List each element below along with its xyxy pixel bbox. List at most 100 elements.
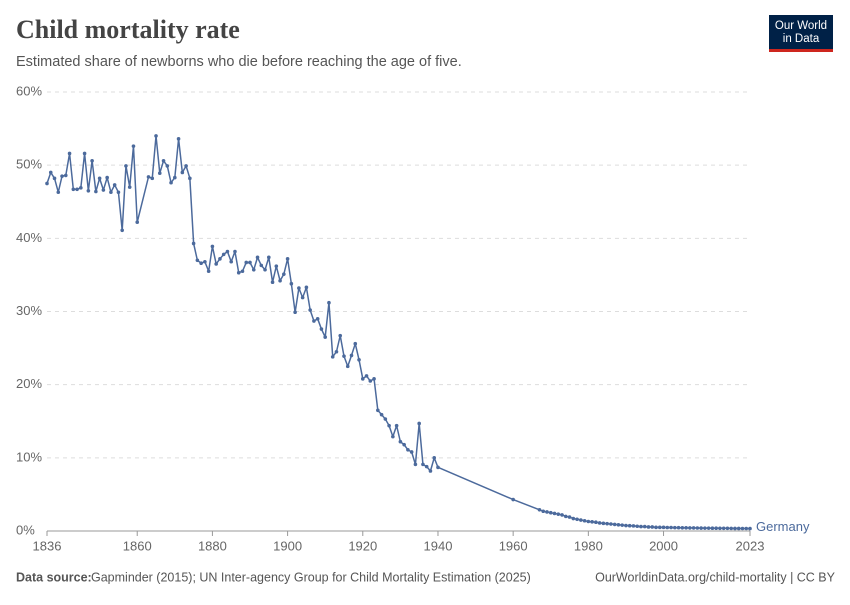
series-label: Germany	[756, 519, 810, 534]
source-label: Data source:	[16, 570, 92, 584]
data-point	[300, 295, 305, 300]
data-point	[285, 257, 290, 261]
data-point	[297, 286, 301, 290]
data-point	[733, 526, 737, 531]
data-point	[150, 176, 155, 181]
data-point	[82, 151, 87, 156]
x-tick-label: 1880	[198, 538, 227, 553]
data-point	[360, 377, 365, 381]
data-point	[236, 270, 241, 275]
chart-subtitle: Estimated share of newborns who die befo…	[16, 54, 462, 70]
data-point	[364, 374, 369, 378]
data-point	[274, 264, 279, 268]
data-point	[545, 510, 549, 514]
data-point	[67, 151, 72, 156]
data-point	[199, 261, 203, 266]
data-point	[699, 526, 703, 530]
data-point	[646, 525, 651, 529]
data-point	[680, 525, 685, 530]
data-point	[338, 333, 343, 338]
y-tick-label: 40%	[16, 230, 42, 245]
data-point	[748, 526, 752, 531]
data-point	[165, 164, 170, 168]
data-point	[191, 241, 196, 246]
data-point	[75, 187, 79, 192]
data-point	[541, 509, 546, 514]
data-point	[740, 526, 745, 531]
y-tick-label: 0%	[16, 522, 35, 537]
data-point	[511, 497, 515, 502]
data-point	[714, 526, 718, 531]
data-point	[319, 327, 324, 331]
data-point	[413, 462, 418, 467]
x-tick-label: 1940	[424, 538, 453, 553]
data-point	[330, 355, 335, 359]
logo[interactable]: Our World in Data	[769, 15, 833, 52]
data-point	[233, 249, 237, 254]
data-point	[251, 267, 256, 272]
data-point	[161, 158, 166, 163]
data-point	[157, 171, 162, 176]
data-point	[289, 281, 294, 286]
logo-text: Our World	[775, 20, 827, 32]
data-point	[428, 469, 433, 473]
data-point	[63, 173, 68, 178]
data-point	[695, 526, 700, 530]
data-point	[101, 188, 106, 192]
data-point	[560, 513, 564, 517]
data-point	[376, 408, 380, 413]
logo-text: in Data	[783, 33, 820, 45]
data-point	[725, 526, 730, 531]
data-point	[312, 319, 316, 323]
x-tick-label: 1960	[499, 538, 528, 553]
data-point	[124, 164, 128, 168]
data-point	[590, 520, 594, 524]
data-point	[609, 522, 613, 526]
data-point	[552, 511, 557, 516]
data-point	[131, 144, 136, 148]
data-point	[176, 137, 181, 141]
data-point	[432, 456, 437, 460]
data-point	[184, 164, 188, 168]
data-point	[612, 522, 617, 527]
data-point	[718, 526, 722, 531]
data-point	[639, 524, 643, 529]
data-point	[579, 518, 583, 522]
data-point	[744, 526, 749, 531]
x-tick-label: 1836	[33, 538, 62, 553]
data-point	[127, 185, 132, 189]
data-point	[394, 423, 399, 428]
data-point	[225, 249, 230, 254]
x-tick-label: 1900	[273, 538, 302, 553]
data-point	[263, 267, 267, 272]
data-point	[597, 521, 602, 525]
data-point	[116, 190, 121, 195]
y-tick-label: 60%	[16, 83, 42, 98]
x-tick-label: 1920	[348, 538, 377, 553]
data-point	[255, 255, 260, 260]
data-point	[240, 269, 245, 274]
logo-box	[769, 15, 833, 49]
data-point	[105, 175, 109, 180]
data-point	[688, 526, 692, 530]
data-point	[387, 423, 391, 428]
data-point	[188, 176, 192, 181]
data-point	[203, 259, 207, 264]
data-point	[180, 170, 185, 175]
data-point	[349, 353, 354, 358]
data-point	[650, 525, 655, 529]
data-point	[112, 183, 117, 187]
data-point	[45, 181, 49, 186]
data-point	[267, 255, 271, 260]
data-point	[357, 357, 361, 362]
data-point	[154, 134, 158, 138]
data-point	[406, 447, 410, 452]
data-point	[605, 521, 609, 526]
source-url[interactable]: OurWorldinData.org/child-mortality | CC …	[595, 570, 836, 584]
data-point	[52, 176, 57, 181]
data-point	[537, 507, 542, 512]
data-point	[383, 417, 388, 421]
data-point	[282, 272, 286, 276]
data-point	[676, 525, 681, 530]
